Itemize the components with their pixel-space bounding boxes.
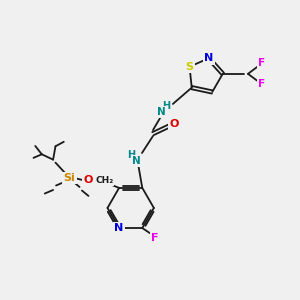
Text: H: H xyxy=(127,150,135,160)
Text: Si: Si xyxy=(64,173,75,183)
Text: S: S xyxy=(185,62,194,72)
Text: N: N xyxy=(204,53,213,63)
Text: H: H xyxy=(162,101,170,111)
Text: O: O xyxy=(169,118,178,128)
Text: CH₂: CH₂ xyxy=(95,176,113,185)
Text: N: N xyxy=(115,223,124,233)
Text: F: F xyxy=(258,58,265,68)
Text: F: F xyxy=(151,233,159,243)
Text: N: N xyxy=(132,156,140,166)
Text: N: N xyxy=(157,107,165,117)
Text: F: F xyxy=(258,79,265,89)
Text: O: O xyxy=(83,176,93,185)
